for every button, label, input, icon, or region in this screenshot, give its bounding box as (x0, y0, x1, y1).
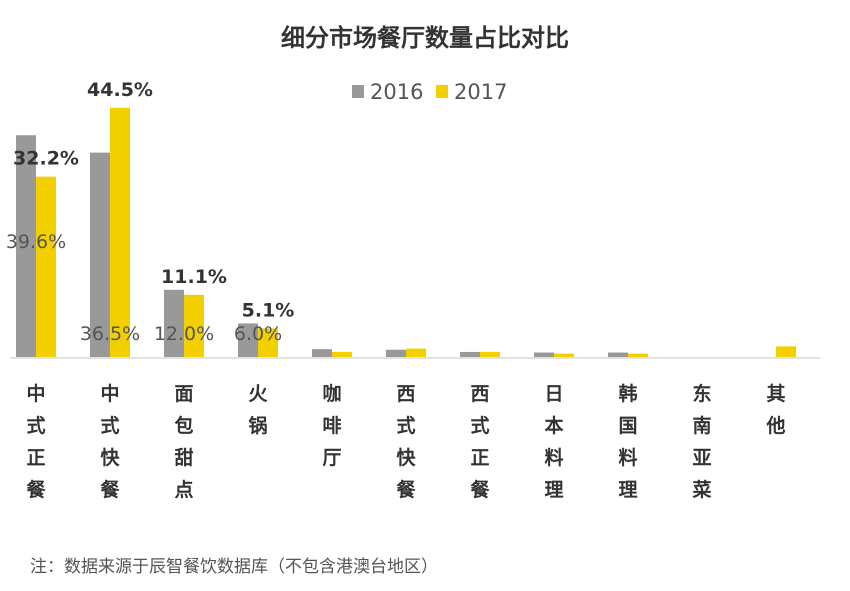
bar-2017-6 (480, 351, 500, 357)
category-label-0: 中式正餐 (26, 382, 46, 501)
bar-2017-8 (628, 353, 648, 357)
bar-2017-7 (554, 353, 574, 357)
category-label-6: 西式正餐 (470, 383, 490, 501)
data-labels: 32.2% 39.6% 44.5% 36.5% 11.1% 12.0% 5.1%6.0% (6, 79, 295, 345)
chart-title: 细分市场餐厅数量占比对比 (281, 24, 569, 52)
bar-2016-5 (386, 349, 406, 357)
bar-2016-6 (460, 351, 480, 357)
legend: 2016 2017 (352, 80, 507, 104)
bar-2016-3 (238, 323, 258, 357)
bar-2017-1 (110, 107, 130, 357)
category-label-3: 火锅 (248, 383, 268, 437)
bar-2017-0 (36, 176, 56, 357)
bar-2017-5 (406, 348, 426, 357)
bar-2017-3 (258, 328, 278, 357)
bar-2017-2 (184, 294, 204, 357)
data-label-2017-2: 11.1% (161, 266, 227, 288)
data-label-2017-0: 32.2% (13, 148, 79, 170)
bar-2016-1 (90, 152, 110, 357)
category-label-10: 其他 (765, 383, 785, 437)
category-label-2: 面包甜点 (174, 383, 193, 501)
data-label-2017-1: 44.5% (87, 79, 153, 101)
category-label-8: 韩国料理 (618, 382, 637, 501)
category-label-4: 咖啡厅 (322, 383, 341, 469)
category-labels: 中式正餐 中式快餐 面包甜点 火锅 咖啡厅 西式快餐 西式正餐 日本料理 韩国料理 东南亚菜 其他 (26, 382, 785, 501)
category-label-9: 东南亚菜 (691, 382, 711, 501)
legend-swatch-2017 (436, 85, 448, 98)
bar-2016-8 (608, 352, 628, 357)
bars (16, 107, 796, 357)
data-label-2016-2: 12.0% (154, 323, 214, 345)
data-label-2016-1: 36.5% (80, 323, 140, 345)
category-label-5: 西式快餐 (396, 383, 416, 501)
bar-2017-4 (332, 351, 352, 357)
legend-swatch-2016 (352, 85, 364, 98)
data-label-2017-3: 5.1% (242, 299, 295, 321)
category-label-1: 中式快餐 (100, 382, 120, 501)
bar-2017-10 (776, 346, 796, 357)
data-label-2016-0: 39.6% (6, 231, 66, 253)
bar-2016-7 (534, 352, 554, 357)
legend-label-2016: 2016 (370, 80, 423, 104)
bar-2016-0 (16, 135, 36, 357)
bar-2016-4 (312, 349, 332, 357)
source-note: 注：数据来源于辰智餐饮数据库（不包含港澳台地区） (30, 557, 438, 577)
category-label-7: 日本料理 (544, 383, 563, 501)
data-label-2016-3: 6.0% (234, 323, 282, 345)
legend-label-2017: 2017 (454, 80, 507, 104)
bar-2016-2 (164, 289, 184, 357)
